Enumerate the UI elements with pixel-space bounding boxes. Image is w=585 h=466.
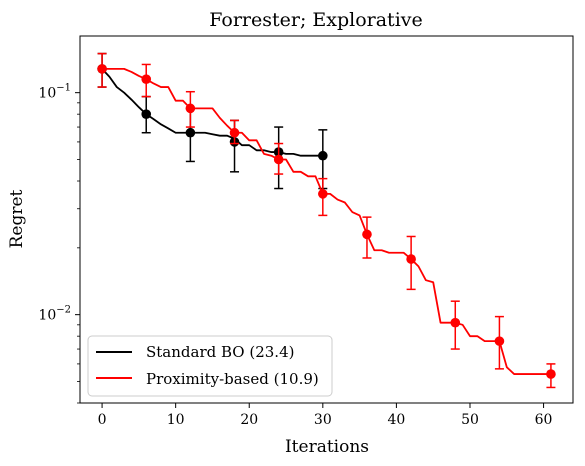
data-point-proximity-based: [494, 336, 505, 346]
data-point-proximity-based: [318, 189, 328, 199]
legend: Standard BO (23.4) Proximity-based (10.9…: [87, 335, 333, 397]
data-point-proximity-based: [97, 64, 107, 74]
data-point-proximity-based: [546, 369, 556, 379]
x-axis: 0 10 20 30 40 50 60: [98, 403, 553, 428]
plot-frame: [79, 35, 574, 404]
data-point-proximity-based: [450, 317, 461, 328]
data-point-standard-bo: [318, 150, 328, 161]
x-axis-title: Iterations: [285, 437, 369, 457]
data-point-standard-bo: [185, 127, 196, 138]
data-point-proximity-based: [141, 74, 152, 84]
x-tick-label-60: 60: [535, 412, 553, 428]
y-axis: 10−2 10−1: [38, 83, 80, 404]
x-tick-label-50: 50: [461, 412, 479, 428]
x-tick-label-0: 0: [98, 412, 107, 428]
plot-area: [97, 52, 556, 389]
y-tick-label: 10−1: [38, 83, 71, 102]
data-point-proximity-based: [362, 229, 372, 240]
legend-label-standard-bo: Standard BO (23.4): [146, 343, 294, 361]
series-line-proximity-based: [102, 67, 551, 375]
legend-box: [87, 335, 333, 397]
y-tick-label: 10−2: [38, 305, 71, 324]
data-point-proximity-based: [406, 254, 416, 264]
data-point-proximity-based: [229, 127, 240, 138]
x-tick-label-20: 20: [240, 412, 258, 428]
chart-title: Forrester; Explorative: [209, 9, 423, 31]
x-tick-label-40: 40: [387, 412, 405, 428]
legend-label-proximity-based: Proximity-based (10.9): [146, 370, 319, 388]
x-tick-label-10: 10: [167, 412, 185, 428]
series-line-standard-bo: [101, 68, 323, 157]
y-axis-title: Regret: [7, 189, 27, 248]
data-point-proximity-based: [273, 154, 284, 165]
data-point-standard-bo: [141, 109, 152, 119]
x-tick-label-30: 30: [314, 412, 332, 428]
data-point-proximity-based: [185, 103, 196, 114]
